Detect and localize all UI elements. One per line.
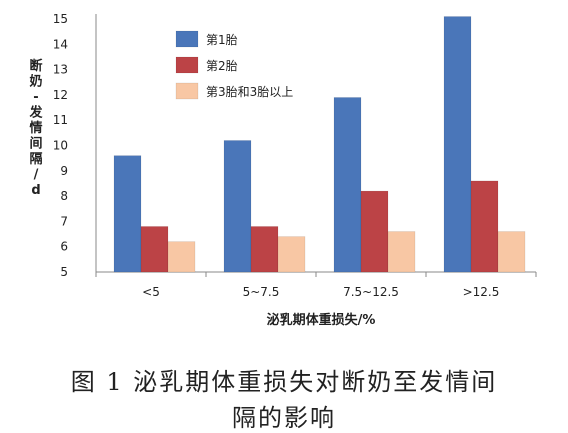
y-axis-title-char: / <box>34 168 39 183</box>
category-labels: <5 5~7.5 7.5~12.5 >12.5 <box>142 285 499 299</box>
bars <box>113 16 526 273</box>
y-axis-title-char: 断 <box>29 58 42 74</box>
bar-series-1 <box>333 97 362 273</box>
category-label: >12.5 <box>463 285 500 299</box>
figure-caption-line2: 隔的影响 <box>232 404 336 432</box>
legend-swatch <box>175 82 199 100</box>
bar-series-3 <box>277 236 306 273</box>
y-tick-label: 12 <box>53 88 68 102</box>
legend-label: 第2胎 <box>206 59 238 73</box>
y-axis-title-char: 隔 <box>29 151 42 167</box>
legend-label: 第1胎 <box>206 33 238 47</box>
y-tick-label: 5 <box>60 265 68 279</box>
y-tick-label: 13 <box>53 63 68 77</box>
bar-series-1 <box>223 140 252 273</box>
y-axis-title-char: - <box>33 90 38 105</box>
bar-series-1 <box>443 16 472 273</box>
y-tick-label: 11 <box>53 113 68 127</box>
y-tick-label: 7 <box>60 214 68 228</box>
figure-caption-line1: 图 1 泌乳期体重损失对断奶至发情间 <box>70 368 498 396</box>
y-axis-title-char: d <box>31 183 40 198</box>
y-axis-title-char: 情 <box>29 120 42 136</box>
y-axis-title-char: 间 <box>29 136 42 152</box>
bar-series-1 <box>113 155 142 273</box>
x-axis-title: 泌乳期体重损失/% <box>267 312 376 328</box>
bar-series-3 <box>497 231 526 273</box>
bar-series-2 <box>470 180 499 273</box>
y-tick-label: 10 <box>53 139 68 153</box>
bar-series-3 <box>387 231 416 273</box>
y-axis-title-char: 发 <box>28 105 43 121</box>
legend-swatch <box>175 30 199 48</box>
category-label: 7.5~12.5 <box>343 285 399 299</box>
y-tick-label: 9 <box>60 164 68 178</box>
y-tick-label: 8 <box>60 189 68 203</box>
bar-series-2 <box>250 226 279 273</box>
x-tick-marks <box>95 272 537 277</box>
y-tick-label: 14 <box>53 37 68 51</box>
bar-series-3 <box>167 241 196 273</box>
y-tick-label: 15 <box>53 12 68 26</box>
y-axis-title-char: 奶 <box>28 74 42 90</box>
legend-label: 第3胎和3胎以上 <box>206 85 293 99</box>
legend-swatch <box>175 56 199 74</box>
y-tick-labels: 5 6 7 8 9 10 11 12 13 14 15 <box>53 12 68 279</box>
bar-series-2 <box>140 226 169 273</box>
category-label: <5 <box>142 285 160 299</box>
bar-series-2 <box>360 190 389 273</box>
y-tick-label: 6 <box>60 240 68 254</box>
category-label: 5~7.5 <box>243 285 280 299</box>
